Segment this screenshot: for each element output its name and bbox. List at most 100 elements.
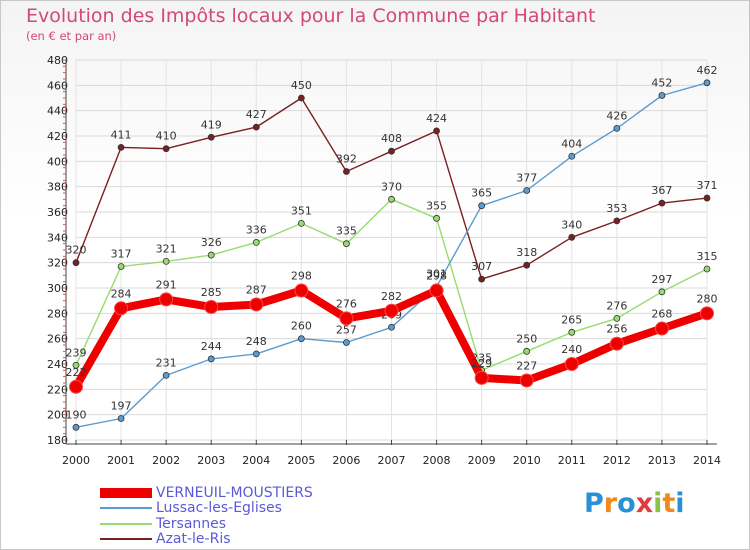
data-point-lussac-les-eglises bbox=[478, 202, 486, 210]
y-tick-label: 400 bbox=[47, 155, 68, 168]
data-point-azat-le-ris bbox=[478, 275, 486, 283]
data-label-tersannes: 250 bbox=[516, 332, 537, 345]
data-point-verneuil-moustiers bbox=[609, 336, 624, 351]
x-tick-label: 2002 bbox=[152, 454, 180, 467]
data-label-azat-le-ris: 340 bbox=[561, 218, 582, 231]
data-label-verneuil-moustiers: 298 bbox=[426, 270, 447, 283]
y-tick-label: 200 bbox=[47, 409, 68, 422]
data-point-verneuil-moustiers bbox=[474, 370, 489, 385]
data-point-verneuil-moustiers bbox=[564, 357, 579, 371]
data-label-tersannes: 355 bbox=[426, 199, 447, 212]
data-point-tersannes bbox=[162, 257, 170, 265]
data-label-lussac-les-eglises: 452 bbox=[651, 76, 672, 89]
data-label-azat-le-ris: 307 bbox=[471, 260, 492, 273]
data-point-lussac-les-eglises bbox=[523, 187, 531, 194]
data-label-lussac-les-eglises: 404 bbox=[561, 137, 582, 150]
data-label-azat-le-ris: 408 bbox=[381, 132, 402, 145]
logo-letter: t bbox=[662, 488, 676, 519]
y-tick-label: 240 bbox=[47, 358, 68, 371]
data-label-lussac-les-eglises: 190 bbox=[66, 408, 87, 421]
data-label-tersannes: 351 bbox=[291, 204, 312, 217]
data-point-lussac-les-eglises bbox=[117, 415, 125, 422]
data-label-verneuil-moustiers: 268 bbox=[651, 308, 672, 321]
data-label-tersannes: 321 bbox=[156, 242, 177, 255]
legend-swatch bbox=[100, 507, 152, 509]
data-label-lussac-les-eglises: 248 bbox=[246, 335, 267, 348]
y-tick-label: 480 bbox=[47, 54, 68, 67]
data-point-lussac-les-eglises bbox=[703, 79, 711, 87]
y-tick-label: 320 bbox=[47, 257, 68, 270]
data-point-tersannes bbox=[568, 328, 576, 336]
data-point-azat-le-ris bbox=[72, 259, 80, 267]
data-point-lussac-les-eglises bbox=[658, 92, 666, 99]
logo-letter: r bbox=[603, 488, 618, 519]
data-point-verneuil-moustiers bbox=[429, 283, 444, 298]
data-label-lussac-les-eglises: 365 bbox=[471, 187, 492, 200]
data-label-tersannes: 370 bbox=[381, 180, 402, 193]
data-label-verneuil-moustiers: 280 bbox=[697, 292, 718, 305]
data-label-lussac-les-eglises: 377 bbox=[516, 171, 537, 184]
legend-item: VERNEUIL-MOUSTIERS bbox=[100, 485, 313, 501]
data-point-tersannes bbox=[433, 214, 440, 222]
data-label-azat-le-ris: 427 bbox=[246, 108, 267, 121]
y-tick-label: 380 bbox=[47, 181, 68, 194]
data-label-azat-le-ris: 367 bbox=[651, 184, 672, 197]
x-tick-label: 2007 bbox=[378, 454, 406, 467]
data-point-azat-le-ris bbox=[658, 199, 666, 207]
x-tick-label: 2012 bbox=[603, 454, 631, 467]
data-point-lussac-les-eglises bbox=[162, 371, 170, 379]
data-point-tersannes bbox=[207, 251, 215, 259]
data-label-verneuil-moustiers: 240 bbox=[561, 343, 582, 356]
x-tick-label: 2008 bbox=[423, 454, 451, 467]
data-label-verneuil-moustiers: 291 bbox=[156, 278, 177, 291]
legend-label: Lussac-les-Eglises bbox=[156, 500, 282, 516]
x-tick-label: 2004 bbox=[242, 454, 270, 467]
legend-swatch bbox=[100, 538, 152, 540]
data-point-verneuil-moustiers bbox=[700, 306, 714, 321]
legend-label: Tersannes bbox=[156, 515, 227, 532]
y-tick-label: 440 bbox=[47, 105, 68, 118]
data-label-azat-le-ris: 392 bbox=[336, 152, 357, 165]
data-label-azat-le-ris: 411 bbox=[111, 128, 132, 141]
y-tick-label: 300 bbox=[47, 282, 68, 295]
data-point-tersannes bbox=[703, 265, 711, 273]
data-point-lussac-les-eglises bbox=[343, 339, 350, 346]
data-label-lussac-les-eglises: 426 bbox=[606, 109, 627, 122]
data-label-azat-le-ris: 371 bbox=[697, 179, 718, 192]
data-point-verneuil-moustiers bbox=[159, 292, 174, 307]
data-label-lussac-les-eglises: 462 bbox=[697, 64, 718, 77]
data-label-lussac-les-eglises: 301 bbox=[426, 268, 447, 281]
y-tick-label: 360 bbox=[47, 206, 68, 219]
x-tick-label: 2010 bbox=[513, 454, 541, 467]
logo-letter: P bbox=[584, 488, 604, 519]
data-label-tersannes: 335 bbox=[336, 225, 357, 238]
data-label-lussac-les-eglises: 244 bbox=[201, 340, 222, 353]
data-label-verneuil-moustiers: 282 bbox=[381, 290, 402, 303]
data-point-lussac-les-eglises bbox=[252, 350, 260, 358]
data-point-azat-le-ris bbox=[388, 147, 395, 155]
data-point-tersannes bbox=[658, 288, 666, 296]
data-point-verneuil-moustiers bbox=[249, 297, 264, 312]
data-point-azat-le-ris bbox=[523, 261, 531, 269]
x-tick-label: 2005 bbox=[287, 454, 315, 467]
data-point-tersannes bbox=[343, 240, 350, 248]
legend-swatch bbox=[100, 522, 152, 525]
data-point-verneuil-moustiers bbox=[114, 301, 129, 316]
data-point-azat-le-ris bbox=[613, 217, 621, 225]
data-point-lussac-les-eglises bbox=[613, 124, 621, 132]
data-label-verneuil-moustiers: 276 bbox=[336, 297, 357, 310]
data-label-tersannes: 276 bbox=[606, 299, 627, 312]
data-point-tersannes bbox=[252, 238, 260, 246]
data-label-lussac-les-eglises: 231 bbox=[156, 356, 177, 369]
data-point-azat-le-ris bbox=[117, 143, 125, 151]
x-tick-label: 2003 bbox=[197, 454, 225, 467]
data-point-azat-le-ris bbox=[297, 94, 305, 102]
data-label-verneuil-moustiers: 227 bbox=[516, 359, 537, 372]
data-label-verneuil-moustiers: 256 bbox=[606, 323, 627, 336]
data-point-verneuil-moustiers bbox=[654, 321, 669, 336]
data-label-lussac-les-eglises: 197 bbox=[111, 399, 132, 412]
x-tick-label: 2006 bbox=[332, 454, 360, 467]
chart-title: Evolution des Impôts locaux pour la Comm… bbox=[26, 5, 596, 27]
